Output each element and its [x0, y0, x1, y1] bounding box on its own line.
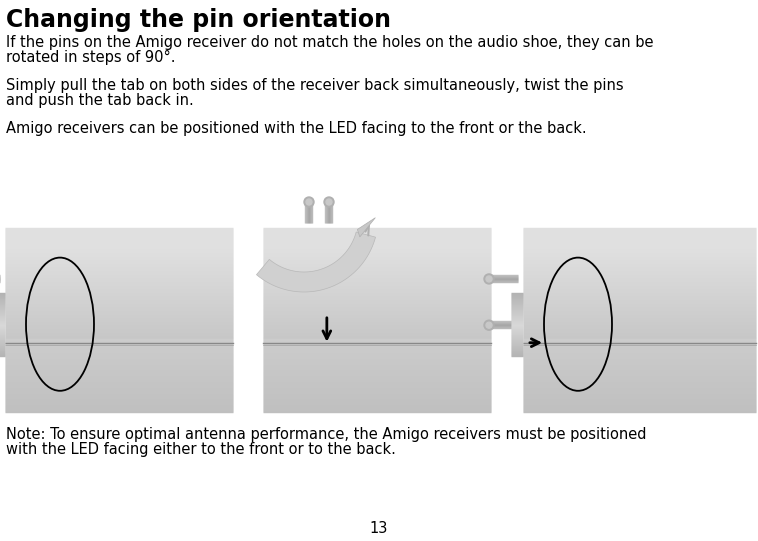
- Circle shape: [484, 274, 494, 284]
- Circle shape: [324, 197, 334, 207]
- Text: If the pins on the Amigo receiver do not match the holes on the audio shoe, they: If the pins on the Amigo receiver do not…: [6, 35, 653, 50]
- Text: 13: 13: [370, 521, 388, 536]
- Circle shape: [304, 197, 314, 207]
- Circle shape: [486, 322, 492, 328]
- Text: rotated in steps of 90°.: rotated in steps of 90°.: [6, 50, 176, 65]
- Text: Changing the pin orientation: Changing the pin orientation: [6, 8, 391, 32]
- Polygon shape: [256, 232, 375, 292]
- Text: with the LED facing either to the front or to the back.: with the LED facing either to the front …: [6, 442, 396, 457]
- Text: Amigo receivers can be positioned with the LED facing to the front or the back.: Amigo receivers can be positioned with t…: [6, 121, 587, 136]
- Text: Simply pull the tab on both sides of the receiver back simultaneously, twist the: Simply pull the tab on both sides of the…: [6, 78, 624, 93]
- Circle shape: [326, 199, 332, 205]
- Circle shape: [306, 199, 312, 205]
- Circle shape: [486, 276, 492, 282]
- Text: and push the tab back in.: and push the tab back in.: [6, 93, 194, 108]
- Text: Note: To ensure optimal antenna performance, the Amigo receivers must be positio: Note: To ensure optimal antenna performa…: [6, 427, 647, 442]
- Circle shape: [484, 320, 494, 330]
- Polygon shape: [357, 217, 375, 237]
